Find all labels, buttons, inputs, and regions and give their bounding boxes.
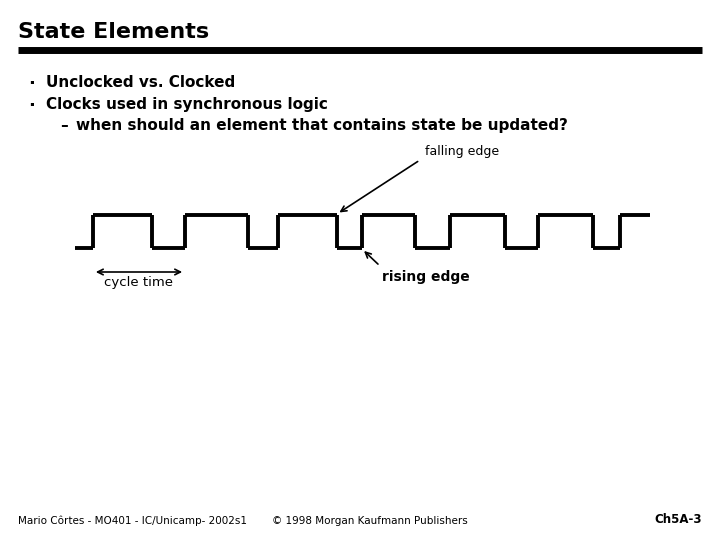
Text: Ch5A-3: Ch5A-3: [654, 513, 702, 526]
Text: when should an element that contains state be updated?: when should an element that contains sta…: [76, 118, 568, 133]
Text: falling edge: falling edge: [425, 145, 499, 158]
Text: Unclocked vs. Clocked: Unclocked vs. Clocked: [46, 75, 235, 90]
Text: Clocks used in synchronous logic: Clocks used in synchronous logic: [46, 97, 328, 112]
Text: cycle time: cycle time: [104, 276, 174, 289]
Text: ·: ·: [28, 75, 35, 93]
Text: © 1998 Morgan Kaufmann Publishers: © 1998 Morgan Kaufmann Publishers: [272, 516, 468, 526]
Text: State Elements: State Elements: [18, 22, 209, 42]
Text: ·: ·: [28, 97, 35, 115]
Text: Mario Côrtes - MO401 - IC/Unicamp- 2002s1: Mario Côrtes - MO401 - IC/Unicamp- 2002s…: [18, 516, 247, 526]
Text: rising edge: rising edge: [382, 270, 469, 284]
Text: –: –: [60, 118, 68, 133]
